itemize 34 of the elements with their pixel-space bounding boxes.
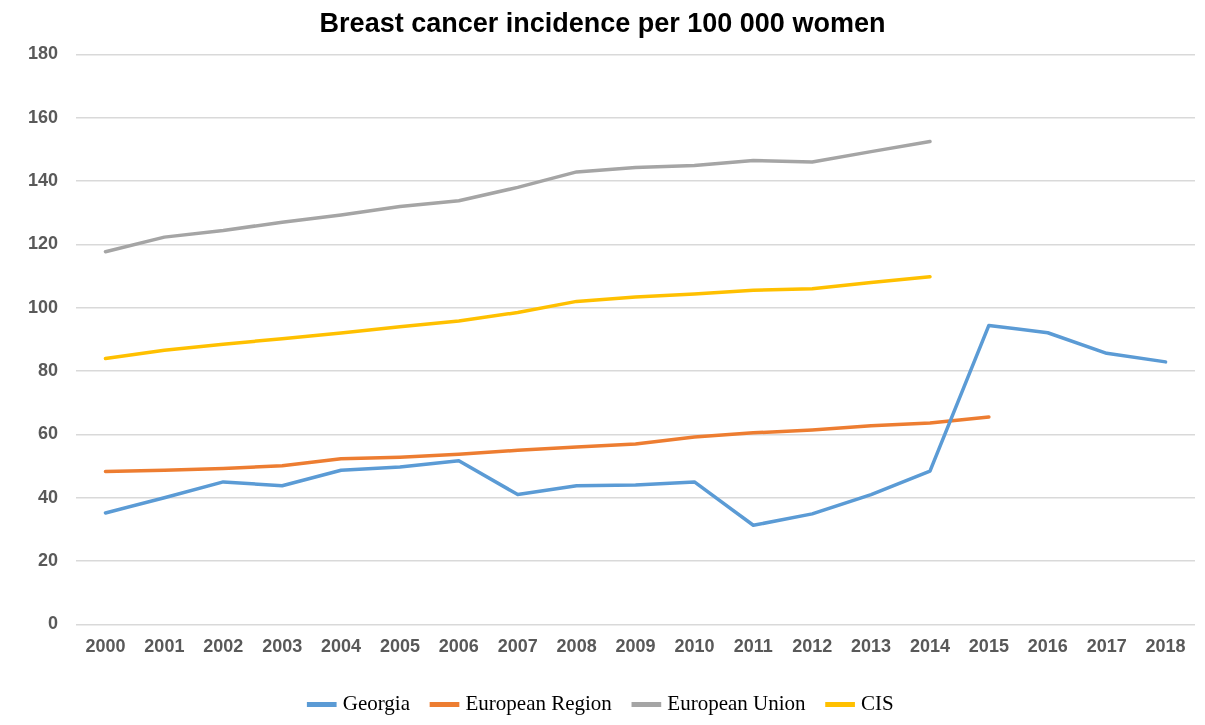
x-tick-label: 2000	[85, 636, 126, 657]
y-tick-label: 120	[27, 233, 59, 254]
x-tick-label: 2018	[1145, 636, 1186, 657]
x-tick-label: 2008	[556, 636, 597, 657]
y-tick-label: 100	[27, 296, 59, 317]
x-tick-label: 2006	[438, 636, 479, 657]
y-tick-label: 160	[27, 106, 59, 127]
x-tick-label: 2005	[379, 636, 420, 657]
y-tick-label: 60	[38, 423, 59, 444]
x-tick-label: 2012	[792, 636, 833, 657]
x-tick-label: 2011	[733, 636, 773, 657]
x-tick-label: 2010	[674, 636, 715, 657]
x-tick-label: 2001	[144, 636, 185, 657]
x-tick-label: 2017	[1086, 636, 1127, 657]
x-tick-label: 2003	[262, 636, 303, 657]
y-tick-label: 20	[38, 550, 59, 571]
y-tick-label: 180	[27, 43, 59, 64]
x-tick-label: 2007	[497, 636, 538, 657]
legend-label: Georgia	[342, 691, 411, 716]
x-tick-label: 2009	[615, 636, 656, 657]
y-tick-label: 0	[48, 613, 59, 634]
legend-label: CIS	[861, 691, 894, 716]
x-tick-label: 2014	[909, 636, 950, 657]
x-tick-label: 2004	[321, 636, 362, 657]
x-tick-label: 2016	[1027, 636, 1068, 657]
y-tick-label: 40	[38, 486, 59, 507]
y-tick-label: 140	[27, 170, 59, 191]
x-tick-label: 2013	[851, 636, 892, 657]
legend-label: European Region	[465, 691, 613, 716]
x-tick-label: 2002	[203, 636, 244, 657]
legend-label: European Union	[667, 691, 807, 716]
chart-title: Breast cancer incidence per 100 000 women	[319, 7, 886, 38]
x-tick-label: 2015	[968, 636, 1009, 657]
y-tick-label: 80	[38, 360, 59, 381]
